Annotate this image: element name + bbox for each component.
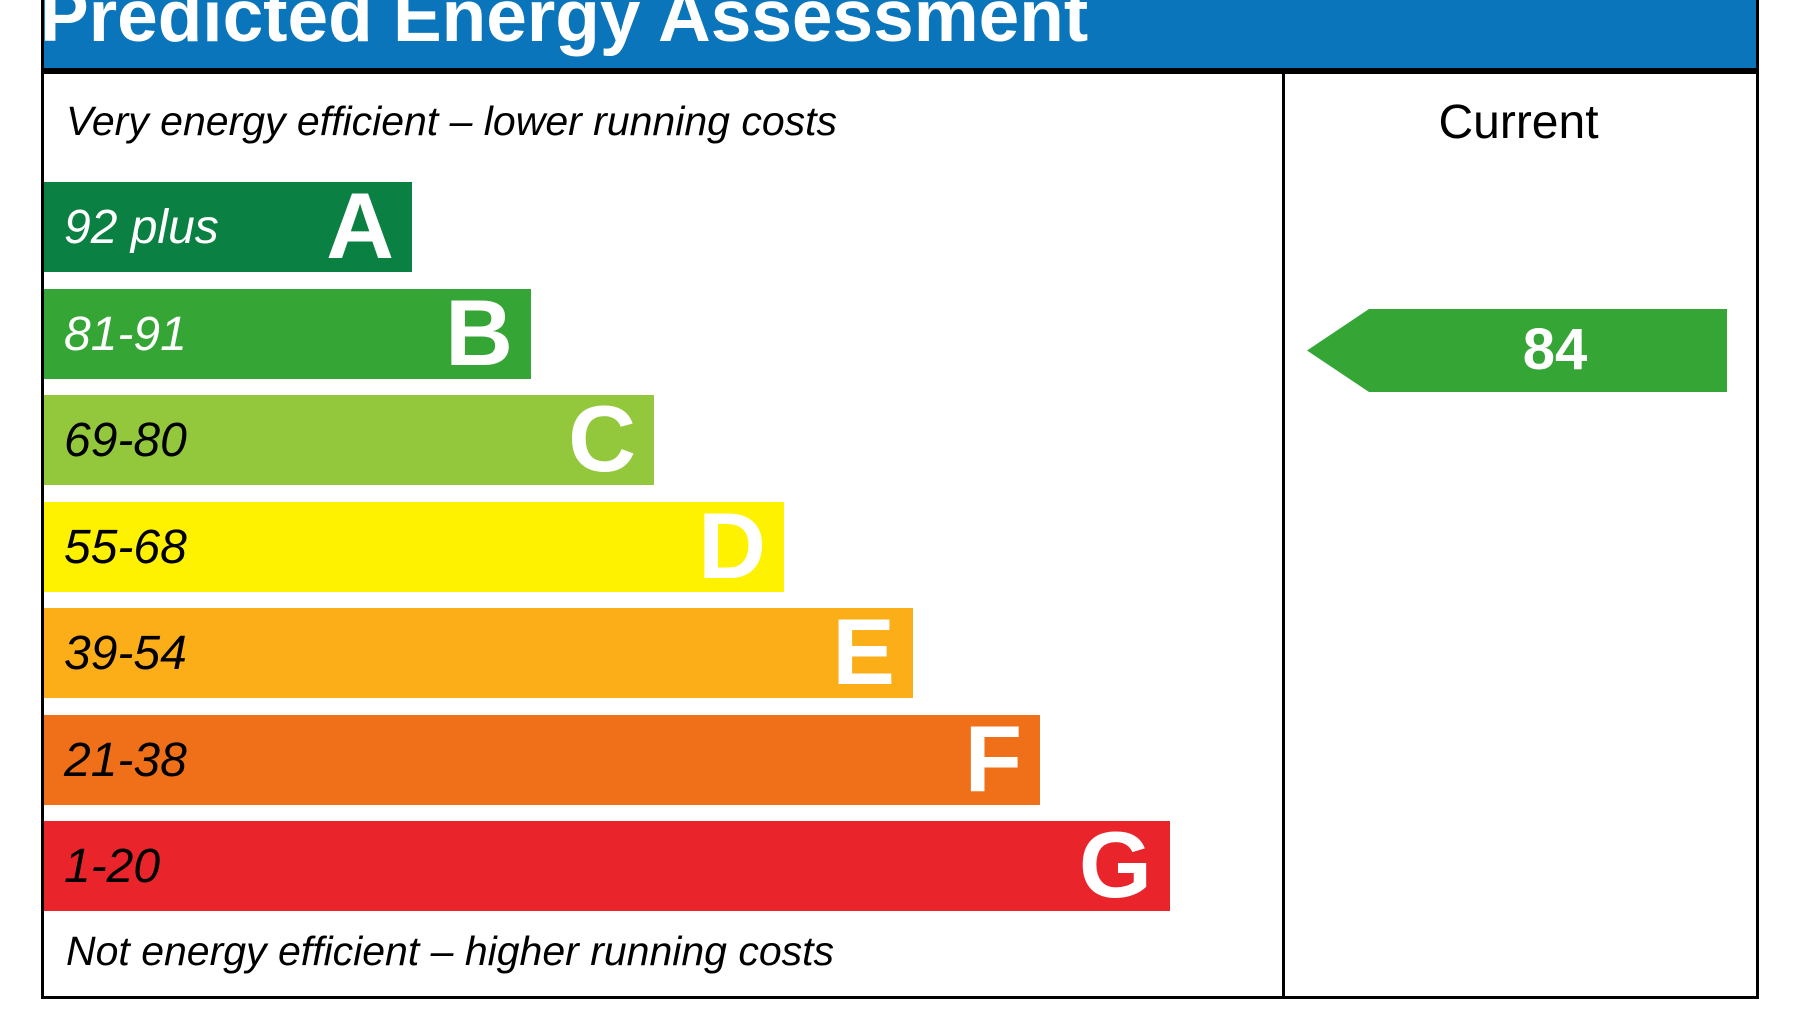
svg-text:84: 84 xyxy=(1523,317,1588,382)
